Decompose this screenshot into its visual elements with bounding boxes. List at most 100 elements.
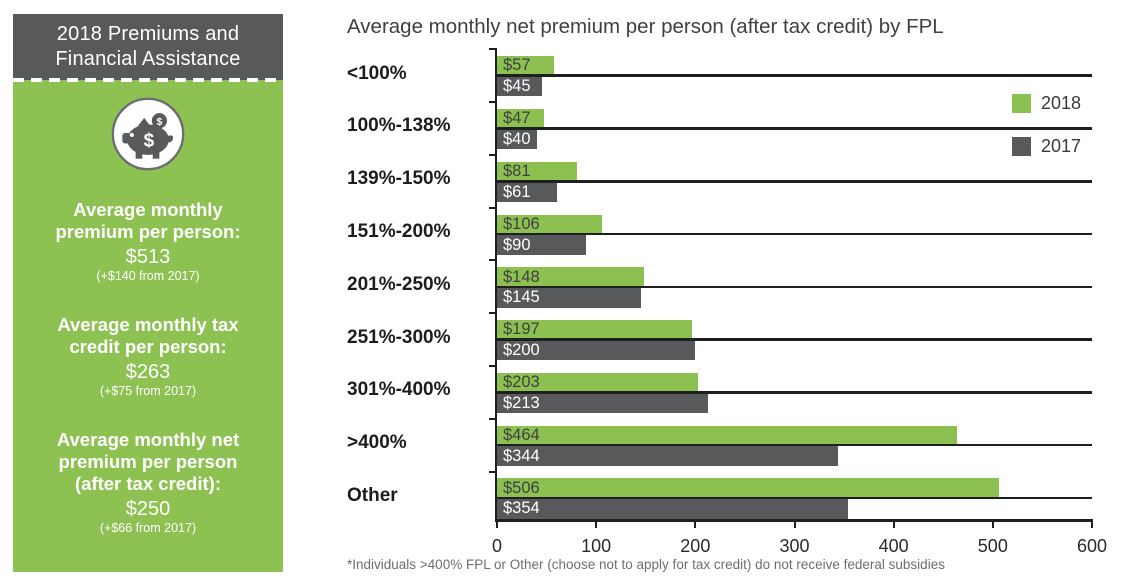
dashed-separator xyxy=(13,78,283,82)
bar-value-label: $203 xyxy=(503,373,540,392)
legend-entry-2018: 2018 xyxy=(1012,93,1081,113)
category-label: 201%-250% xyxy=(347,273,451,295)
stat-average-premium: Average monthly premium per person: $513… xyxy=(39,199,257,284)
bar-value-label: $148 xyxy=(503,267,540,286)
legend-swatch-2017-icon xyxy=(1012,136,1031,156)
bar-value-label: $506 xyxy=(503,478,540,497)
stat-label: Average monthly net premium per person (… xyxy=(56,429,240,494)
bar-value-label: $45 xyxy=(503,77,531,96)
stat-change: (+$140 from 2017) xyxy=(96,269,200,283)
sidebar-title-line1: 2018 Premiums and xyxy=(56,23,240,45)
bar-value-label: $40 xyxy=(503,129,531,148)
gridline xyxy=(497,391,1092,394)
x-axis-tick-label: 200 xyxy=(680,536,711,556)
bar-value-label: $197 xyxy=(503,320,540,339)
y-axis-tick xyxy=(489,101,495,104)
x-axis-tick-label: 0 xyxy=(491,536,502,556)
svg-text:$: $ xyxy=(144,130,155,151)
bar-2018: $57 xyxy=(497,56,554,76)
bar-2017: $213 xyxy=(497,393,709,414)
bar-value-label: $47 xyxy=(503,109,531,128)
bar-2017: $90 xyxy=(497,235,587,255)
y-axis-tick xyxy=(489,259,495,262)
bar-2017: $145 xyxy=(497,288,641,308)
category-label: 151%-200% xyxy=(347,221,451,243)
x-axis-tick-label: 500 xyxy=(977,536,1008,556)
bar-2017: $61 xyxy=(497,182,558,202)
legend-label: 2017 xyxy=(1041,135,1082,156)
gridline xyxy=(497,285,1092,289)
bar-2017: $344 xyxy=(497,446,839,466)
stat-value: $263 xyxy=(125,361,171,383)
bar-2017: $45 xyxy=(497,76,542,97)
stat-change: (+$66 from 2017) xyxy=(99,521,197,535)
bar-2017: $354 xyxy=(497,499,849,519)
bar-value-label: $106 xyxy=(503,214,540,233)
piggy-bank-icon: $ $ xyxy=(110,96,186,177)
bar-2018: $506 xyxy=(497,478,999,498)
x-axis-tick-label: 100 xyxy=(581,536,612,556)
category-label: >400% xyxy=(347,432,407,454)
bar-value-label: $354 xyxy=(503,499,540,518)
bar-value-label: $200 xyxy=(503,341,540,360)
sidebar-header: 2018 Premiums and Financial Assistance xyxy=(13,14,283,80)
gridline xyxy=(497,127,1092,130)
legend-swatch-2018-icon xyxy=(1012,93,1031,113)
gridline xyxy=(497,74,1092,77)
bar-2018: $197 xyxy=(497,320,693,340)
x-axis-tick xyxy=(1091,519,1093,528)
category-label: <100% xyxy=(347,62,407,84)
stat-label: Average monthly tax credit per person: xyxy=(57,314,239,357)
category-label: 100%-138% xyxy=(347,115,451,137)
legend-label: 2018 xyxy=(1041,92,1082,113)
y-axis-tick xyxy=(489,417,495,420)
bar-value-label: $90 xyxy=(503,235,531,254)
x-axis-tick-label: 300 xyxy=(779,536,810,556)
gridline xyxy=(497,496,1092,500)
category-label: 139%-150% xyxy=(347,168,451,190)
gridline xyxy=(497,443,1092,447)
bar-2018: $47 xyxy=(497,108,544,129)
x-axis-tick-label: 400 xyxy=(878,536,909,556)
bar-2017: $200 xyxy=(497,340,696,361)
sidebar-title-line2: Financial Assistance xyxy=(55,48,241,70)
chart-plot: $57 $45 $47 $40 $81 $61 $106 $90 $148 $145 $197 $20… xyxy=(489,48,1107,556)
sidebar-panel: 2018 Premiums and Financial Assistance $… xyxy=(13,14,283,572)
bar-2018: $81 xyxy=(497,161,578,182)
y-axis-tick xyxy=(489,206,495,209)
bar-2018: $148 xyxy=(497,267,644,287)
stat-value: $513 xyxy=(125,246,171,268)
y-axis-tick xyxy=(489,48,495,51)
x-axis-tick xyxy=(991,519,994,528)
y-axis-tick xyxy=(489,470,495,473)
y-axis-line xyxy=(495,48,497,521)
gridline xyxy=(497,180,1092,183)
stat-average-tax-credit: Average monthly tax credit per person: $… xyxy=(39,314,257,399)
gridline xyxy=(497,232,1092,236)
stat-label: Average monthly premium per person: xyxy=(55,199,241,242)
y-axis-tick xyxy=(489,153,495,156)
chart-title: Average monthly net premium per person (… xyxy=(347,15,944,38)
bar-value-label: $81 xyxy=(503,162,531,180)
svg-text:$: $ xyxy=(156,117,162,128)
y-axis-tick xyxy=(489,312,495,315)
bar-2018: $106 xyxy=(497,214,603,235)
category-label: 301%-400% xyxy=(347,379,451,401)
bar-value-label: $57 xyxy=(503,56,531,75)
bar-value-label: $344 xyxy=(503,446,540,465)
x-axis-tick xyxy=(595,519,598,528)
x-axis-tick-label: 600 xyxy=(1076,536,1108,556)
x-axis-tick xyxy=(793,519,796,528)
bar-2018: $464 xyxy=(497,425,958,446)
bar-2018: $203 xyxy=(497,372,699,393)
chart-footnote: *Individuals >400% FPL or Other (choose … xyxy=(347,557,945,572)
bar-2017: $40 xyxy=(497,129,537,150)
y-axis-tick xyxy=(489,364,495,367)
stat-average-net-premium: Average monthly net premium per person (… xyxy=(39,429,257,536)
bar-value-label: $145 xyxy=(503,288,540,307)
x-axis-tick xyxy=(496,519,498,528)
bar-value-label: $61 xyxy=(503,182,531,201)
category-label: 251%-300% xyxy=(347,326,451,348)
